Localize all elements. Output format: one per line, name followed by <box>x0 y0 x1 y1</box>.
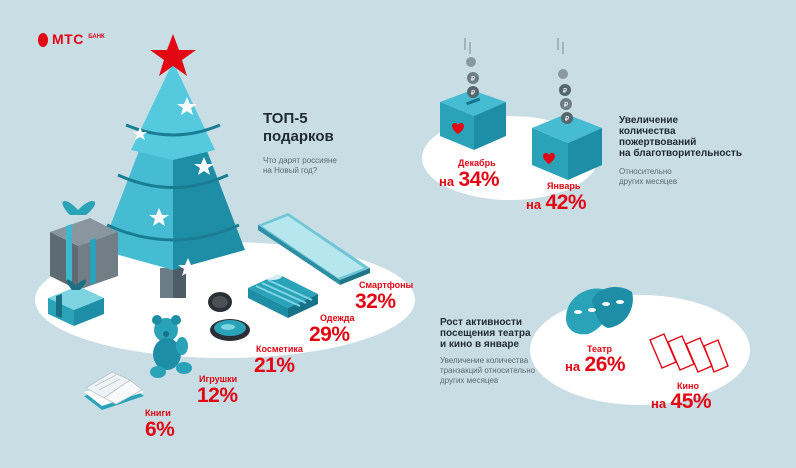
top5-label-smartphones: Смартфоны <box>359 280 414 290</box>
coin-icon: ₽ ₽ ₽ <box>557 38 573 124</box>
charity-prefix-january: на <box>526 197 542 212</box>
charity-title-line3: пожертвований <box>619 137 697 148</box>
powder-compact-icon <box>208 292 250 341</box>
charity-prefix-december: на <box>439 174 455 189</box>
charity-subtitle-line1: Относительно <box>619 167 672 176</box>
charity-label-december: Декабрь <box>458 158 496 168</box>
brand-sub: БАНК <box>88 34 105 40</box>
top5-value-clothing: 29% <box>309 323 350 346</box>
cinema-ticket-icon <box>649 333 729 373</box>
top5-value-cosmetics: 21% <box>254 354 295 377</box>
charity-pct-january: 42% <box>545 191 587 214</box>
culture-prefix-theatre: на <box>565 359 581 374</box>
star-icon <box>178 258 198 276</box>
charity-pct-december: 34% <box>458 168 500 191</box>
top5-label-clothing: Одежда <box>320 313 355 323</box>
charity-title-line1: Увеличение <box>619 115 679 126</box>
gift-box-icon <box>50 200 118 290</box>
top5-subtitle-line1: Что дарят россияне <box>263 156 337 165</box>
star-icon <box>133 127 147 140</box>
culture-title-line2: посещения театра <box>440 328 531 339</box>
culture-prefix-cinema: на <box>651 396 667 411</box>
donation-box-icon <box>532 114 602 180</box>
charity-subtitle: Относительно других месяцев <box>619 167 677 187</box>
top5-label-toys: Игрушки <box>199 374 238 384</box>
star-icon <box>194 157 214 175</box>
svg-text:₽: ₽ <box>471 89 476 97</box>
culture-label-cinema: Кино <box>677 381 699 391</box>
top5-title: ТОП-5 подарков <box>263 110 334 146</box>
svg-text:₽: ₽ <box>564 101 569 109</box>
charity-title-line4: на благотворительность <box>619 148 742 159</box>
charity-title: Увеличение количества пожертвований на б… <box>619 115 742 159</box>
culture-value-cinema: на 45% <box>651 390 712 414</box>
star-icon <box>177 97 197 115</box>
top5-value-books: 6% <box>145 418 175 441</box>
culture-value-theatre: на 26% <box>565 353 626 377</box>
book-icon <box>84 371 144 410</box>
svg-text:₽: ₽ <box>565 115 570 123</box>
charity-label-january: Январь <box>547 181 581 191</box>
christmas-tree-icon <box>101 34 245 298</box>
top5-subtitle: Что дарят россияне на Новый год? <box>263 156 337 176</box>
culture-subtitle-line2: транзакций относительно <box>440 366 536 375</box>
top5-subtitle-line2: на Новый год? <box>263 166 318 175</box>
top5-title-line2: подарков <box>263 128 334 145</box>
svg-text:₽: ₽ <box>471 75 476 83</box>
charity-value-january: на 42% <box>526 191 587 215</box>
theatre-mask-icon <box>566 286 633 335</box>
teddy-bear-icon <box>150 315 192 378</box>
top5-title-line1: ТОП-5 <box>263 110 308 127</box>
coin-icon: ₽ ₽ <box>464 38 479 98</box>
clothing-icon <box>248 267 318 318</box>
charity-subtitle-line2: других месяцев <box>619 177 678 186</box>
svg-text:₽: ₽ <box>563 87 568 95</box>
culture-title-line3: и кино в январе <box>440 339 520 350</box>
donation-box-icon <box>440 90 506 150</box>
top5-value-smartphones: 32% <box>355 290 396 313</box>
star-icon <box>150 34 196 76</box>
smartphone-icon <box>258 213 370 285</box>
gift-box-icon <box>48 279 104 326</box>
culture-subtitle-line3: других месяцев <box>440 376 499 385</box>
charity-title-line2: количества <box>619 126 676 137</box>
culture-subtitle-line1: Увеличение количества <box>440 356 529 365</box>
top5-value-toys: 12% <box>197 384 238 407</box>
culture-label-theatre: Театр <box>587 344 612 354</box>
egg-logo-icon <box>38 33 48 47</box>
top5-label-cosmetics: Косметика <box>256 344 303 354</box>
culture-pct-theatre: 26% <box>584 353 626 376</box>
top5-label-books: Книги <box>145 408 171 418</box>
charity-value-december: на 34% <box>439 168 500 192</box>
culture-title: Рост активности посещения театра и кино … <box>440 317 531 350</box>
star-icon <box>149 208 169 226</box>
floor-ellipse-culture <box>530 295 750 405</box>
brand-name: МТС <box>52 31 84 47</box>
brand-logo: МТС БАНК <box>52 31 105 49</box>
culture-pct-cinema: 45% <box>670 390 712 413</box>
culture-title-line1: Рост активности <box>440 317 523 328</box>
culture-subtitle: Увеличение количества транзакций относит… <box>440 356 535 386</box>
